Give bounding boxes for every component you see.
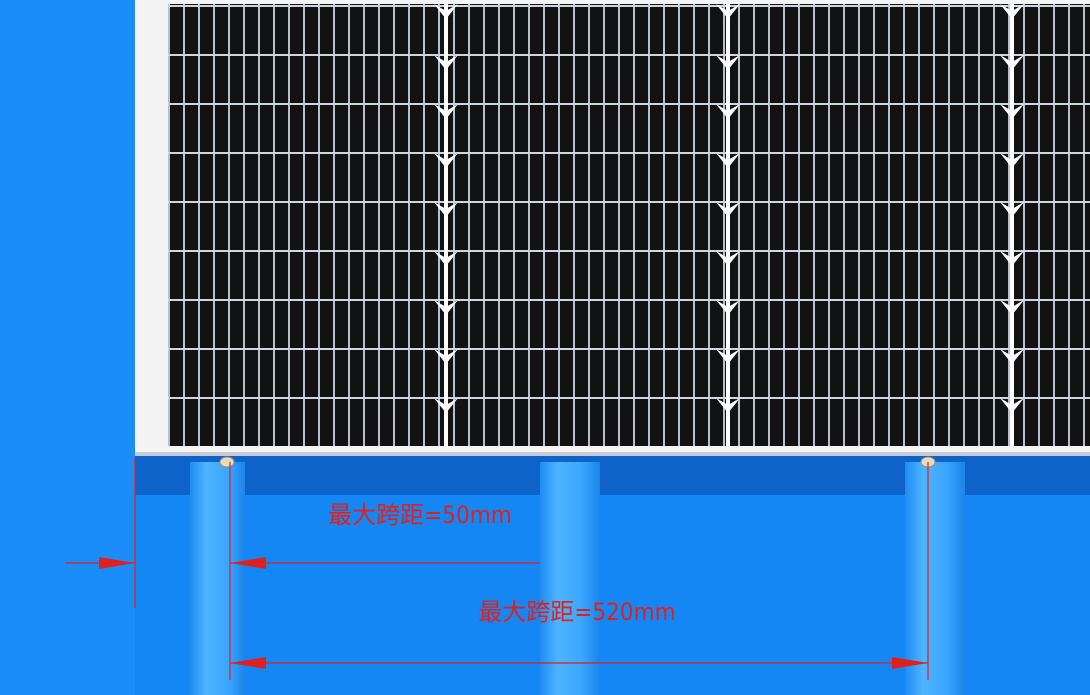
- solar-panel: [135, 0, 1090, 456]
- roof: [135, 455, 1090, 695]
- span-label: 最大跨距=520mm: [478, 598, 675, 626]
- dimension-lines: [65, 458, 929, 680]
- clamp: [219, 456, 235, 468]
- span-label: 最大跨距=50mm: [328, 501, 512, 529]
- left-wall: [0, 0, 135, 695]
